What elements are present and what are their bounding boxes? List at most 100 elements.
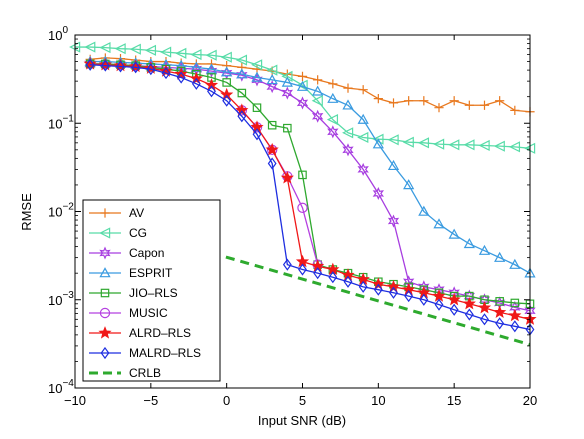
data-point (84, 41, 96, 53)
data-point (447, 292, 461, 306)
data-point (251, 59, 263, 71)
legend-marker (100, 208, 110, 218)
data-point (222, 94, 232, 107)
data-point (389, 286, 398, 299)
legend-label: MALRD–RLS (129, 346, 201, 360)
data-point (205, 49, 217, 61)
legend-marker (99, 267, 111, 278)
data-point (434, 103, 444, 113)
data-point (419, 293, 429, 306)
legend-label: JIO–RLS (129, 286, 178, 300)
data-point (222, 78, 231, 87)
y-tick-exponent: −4 (62, 378, 74, 389)
x-tick-label: 20 (523, 393, 537, 408)
y-tick-exponent: −1 (62, 113, 74, 124)
data-point (463, 139, 475, 151)
legend-marker (99, 246, 111, 260)
data-point (358, 280, 368, 293)
x-tick-label: −5 (143, 393, 158, 408)
legend-item: Capon (89, 246, 164, 260)
data-point (387, 214, 400, 228)
data-point (129, 43, 141, 55)
data-point (478, 139, 490, 152)
data-point (372, 138, 384, 149)
legend-item: AV (89, 206, 144, 220)
legend-item: JIO–RLS (89, 286, 178, 300)
legend-label: CG (129, 226, 147, 240)
data-point (327, 92, 339, 103)
legend-label: MUSIC (129, 306, 168, 320)
data-point (358, 85, 368, 95)
data-point (116, 60, 125, 73)
y-tick-label: 10−1 (48, 113, 74, 131)
data-point (281, 76, 293, 87)
data-point (83, 57, 97, 70)
data-point (313, 75, 323, 85)
data-point (311, 109, 324, 123)
data-point (236, 68, 248, 82)
data-point (205, 63, 218, 74)
data-point (508, 141, 521, 153)
x-tick-label: 5 (299, 393, 306, 408)
series-line-8 (211, 251, 531, 347)
data-point (449, 303, 459, 316)
legend: AV CG Capon ESPRIT JIO–RLS MUSIC ALRD–RLS MALRD… (82, 199, 221, 382)
data-point (479, 100, 490, 110)
legend-marker (99, 307, 111, 319)
x-tick-label: 0 (223, 393, 230, 408)
data-point (175, 47, 187, 59)
data-point (495, 317, 505, 330)
data-point (100, 59, 110, 72)
data-point (221, 66, 233, 77)
data-point (282, 258, 292, 271)
data-point (509, 258, 521, 269)
data-point (235, 54, 248, 66)
data-point (326, 114, 339, 126)
data-point (298, 263, 307, 276)
data-point (146, 63, 156, 76)
legend-marker (98, 326, 112, 339)
data-point (328, 79, 338, 89)
data-point (220, 87, 234, 101)
data-point (161, 67, 171, 80)
data-point (297, 202, 308, 214)
data-point (220, 51, 232, 63)
data-point (265, 142, 279, 156)
data-point (144, 44, 157, 56)
data-point (280, 171, 294, 184)
data-point (495, 96, 505, 106)
x-tick-label: −10 (64, 393, 86, 408)
data-point (252, 128, 262, 141)
data-point (417, 137, 430, 149)
data-point (510, 320, 520, 333)
data-point (508, 308, 522, 322)
data-point (98, 57, 112, 71)
data-point (357, 113, 369, 124)
data-point (236, 68, 248, 79)
legend-marker (99, 227, 111, 239)
data-point (357, 162, 369, 176)
data-point (372, 186, 385, 201)
data-point (449, 96, 459, 106)
data-point (387, 134, 399, 146)
data-point (432, 289, 446, 302)
data-point (114, 43, 126, 55)
data-point (419, 96, 429, 106)
data-point (281, 86, 294, 100)
series-8 (211, 251, 531, 347)
y-tick-label: 100 (48, 25, 68, 43)
data-point (327, 125, 339, 139)
data-point (495, 297, 504, 306)
data-point (342, 99, 354, 110)
legend-item: CG (89, 226, 147, 240)
data-point (296, 80, 309, 91)
data-point (176, 71, 186, 84)
series-7 (85, 58, 535, 336)
legend-label: ESPRIT (129, 266, 173, 280)
legend-item: MUSIC (89, 306, 168, 320)
data-point (403, 179, 415, 190)
data-point (267, 157, 277, 170)
data-point (131, 61, 141, 74)
